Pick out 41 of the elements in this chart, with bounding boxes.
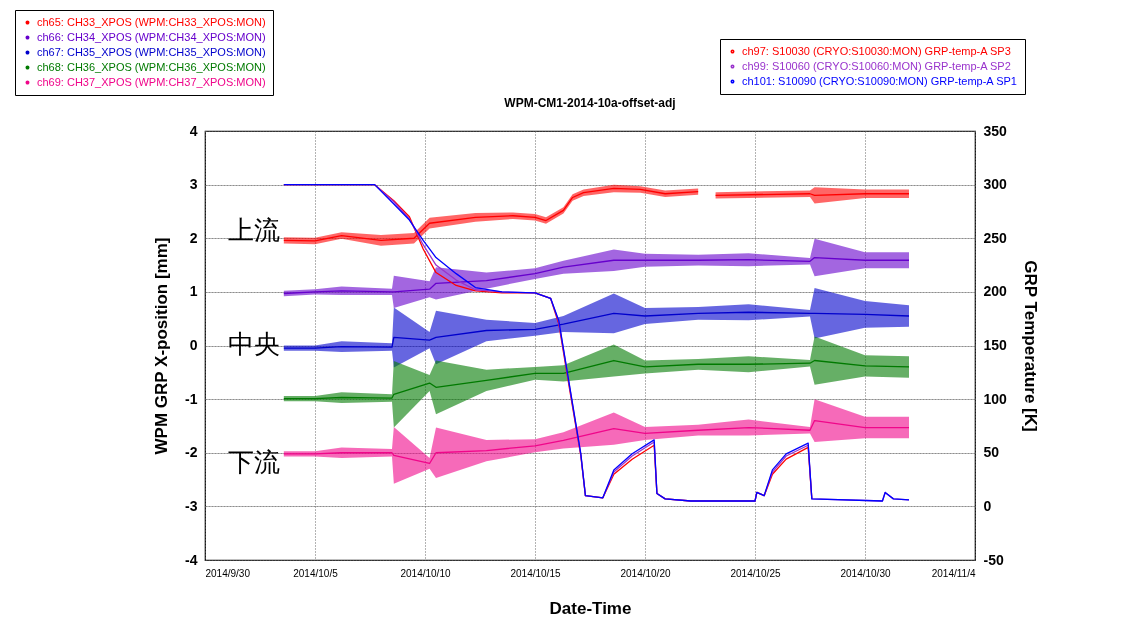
x-tick-label: 2014/10/20	[620, 567, 671, 579]
y-tick-label: -2	[185, 444, 198, 461]
legend-label: ch101: S10090 (CRYO:S10090:MON) GRP-temp-A SP1	[742, 74, 1017, 87]
legend-label: ch66: CH34_XPOS (WPM:CH34_XPOS:MON)	[37, 30, 266, 43]
y-tick-label: 3	[189, 176, 198, 193]
y2-tick-label: 150	[983, 337, 1008, 353]
x-tick-label: 2014/10/10	[400, 567, 451, 579]
y-tick-label: 0	[189, 337, 198, 353]
chart-title: WPM-CM1-2014-10a-offset-adj	[504, 96, 676, 110]
y-tick-label: 2	[189, 229, 198, 246]
y-tick-label: -3	[185, 497, 198, 514]
x-tick-label: 2014/10/15	[510, 567, 561, 579]
y2-tick-label: 100	[983, 390, 1008, 407]
annotation: 下流	[228, 447, 280, 477]
legend-label: ch65: CH33_XPOS (WPM:CH33_XPOS:MON)	[37, 15, 266, 28]
legend-label: ch97: S10030 (CRYO:S10030:MON) GRP-temp-A SP3	[742, 44, 1011, 57]
y2-tick-label: 0	[983, 497, 992, 514]
y-tick-label: 1	[189, 283, 198, 300]
x-axis-title: Date-Time	[549, 598, 632, 618]
y2-tick-label: -50	[983, 551, 1004, 568]
y2-tick-label: 250	[983, 229, 1008, 246]
x-tick-label: 2014/10/30	[840, 567, 891, 579]
annotation: 上流	[228, 215, 280, 245]
y2-tick-label: 300	[983, 176, 1008, 193]
x-tick-label: 2014/10/25	[730, 567, 781, 579]
annotation: 中央	[228, 329, 280, 359]
y-tick-label: -4	[185, 551, 198, 568]
legend-label: ch99: S10060 (CRYO:S10060:MON) GRP-temp-A SP2	[742, 59, 1011, 72]
y2-axis-title: GRP Temperature [K]	[1020, 260, 1040, 432]
x-tick-label: 2014/11/4	[931, 567, 976, 579]
legend-label: ch67: CH35_XPOS (WPM:CH35_XPOS:MON)	[37, 45, 266, 58]
y-tick-label: 4	[189, 122, 198, 139]
y2-tick-label: 50	[983, 444, 1000, 461]
y-tick-label: -1	[185, 390, 198, 407]
y2-tick-label: 200	[983, 283, 1008, 300]
y2-tick-label: 350	[983, 122, 1008, 139]
y-axis-title: WPM GRP X-position [mm]	[152, 237, 172, 455]
x-tick-label: 2014/9/30	[205, 567, 251, 579]
legend-label: ch68: CH36_XPOS (WPM:CH36_XPOS:MON)	[37, 60, 266, 73]
x-tick-label: 2014/10/5	[293, 567, 339, 579]
legend-label: ch69: CH37_XPOS (WPM:CH37_XPOS:MON)	[37, 75, 266, 88]
